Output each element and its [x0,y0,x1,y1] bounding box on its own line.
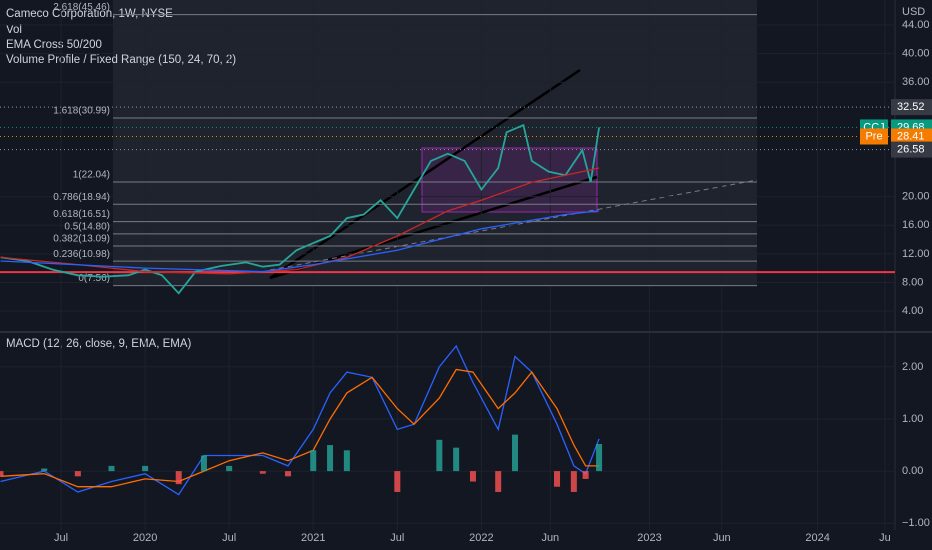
histogram-bar [343,450,350,472]
fib-label: 1.618(30.99) [53,106,110,117]
series-line [0,368,600,488]
histogram-bar [453,447,460,472]
y-tick-label: 20.00 [902,191,930,203]
legend: Volume Profile / Fixed Range (150, 24, 7… [6,54,236,66]
y-tick-label: 40.00 [902,48,930,60]
histogram-bar [596,444,603,472]
x-tick-label: Jun [713,532,731,544]
histogram-bar [495,471,502,492]
histogram-bar [142,465,149,472]
series-line [0,344,600,496]
symbol-tag [860,128,888,145]
histogram-bar [310,450,317,472]
x-tick-label: Ju [879,532,891,544]
histogram-bar [469,471,476,482]
histogram-bar [226,465,233,472]
legend: EMA Cross 50/200 [6,39,102,51]
price-tag-text: 29.68 [897,121,925,133]
histogram-bar [259,471,266,474]
fib-label: 1(22.04) [73,170,110,181]
histogram-bar [327,445,334,472]
x-tick-label: 2023 [637,532,661,544]
price-tag [891,141,932,158]
histogram-bar [175,471,182,485]
histogram-bar [570,471,577,492]
y-tick-label: 44.00 [902,19,930,31]
trend-line [269,68,581,280]
y-tick-label: 1.00 [902,413,923,425]
y-tick-label: 16.00 [902,219,930,231]
y-tick-label: −1.00 [902,517,930,529]
histogram-bar [582,471,589,479]
histogram-bar [512,434,519,472]
range-box [421,147,598,213]
price-tag [891,128,932,145]
histogram-bar [436,439,443,472]
histogram-bar [41,468,48,472]
price-tag [891,99,932,116]
series-line [0,167,600,275]
y-tick-label: 8.00 [902,276,923,288]
x-tick-label: Jul [54,532,68,544]
histogram-bar [394,471,401,492]
fib-label: 0.382(13.09) [53,234,110,245]
histogram-bar [200,455,207,472]
legend: Vol [6,24,22,36]
histogram-bar [285,471,292,477]
y-tick-label: 4.00 [902,305,923,317]
histogram-bar [0,471,4,477]
fib-range [113,0,757,285]
y-tick-label: 2.00 [902,361,923,373]
x-tick-label: 2021 [301,532,325,544]
series-line [0,210,600,273]
y-tick-label: 36.00 [902,76,930,88]
fib-label: 0.618(16.51) [53,209,110,220]
price-tag-text: 26.58 [897,143,925,155]
fib-label: 0.236(10.98) [53,249,110,260]
histogram-bar [74,471,81,477]
x-tick-label: 2022 [469,532,493,544]
x-tick-label: Jul [222,532,236,544]
price-tag-text: 28.41 [897,130,925,142]
histogram-bar [554,471,561,487]
price-tag-text: 32.52 [897,101,925,113]
fib-label: 0(7.56) [78,273,110,284]
legend: Cameco Corporation, 1W, NYSE [6,8,173,20]
histogram-bar [108,465,115,472]
x-tick-label: Jul [390,532,404,544]
fib-label: 2.618(45.46) [53,2,110,13]
fib-label: 0.5(14.80) [64,221,110,232]
y-tick-label: 12.00 [902,248,930,260]
symbol-tag-text: CCJ [863,121,884,133]
symbol-tag-text: Pre [865,130,882,142]
currency: USD [902,6,925,18]
x-tick-label: 2024 [805,532,829,544]
x-tick-label: 2020 [133,532,157,544]
fib-label: 0.786(18.94) [53,192,110,203]
indicator-title: MACD (12, 26, close, 9, EMA, EMA) [6,338,192,350]
y-tick-label: 0.00 [902,465,923,477]
x-tick-label: Jun [541,532,559,544]
